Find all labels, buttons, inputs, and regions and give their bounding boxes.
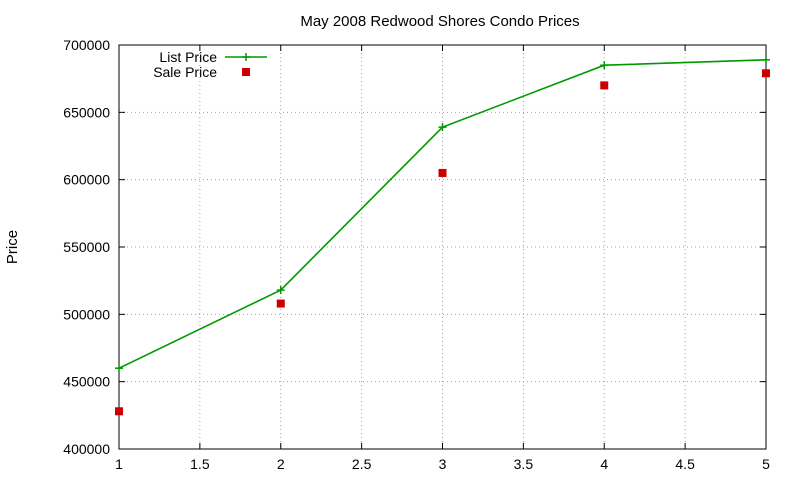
y-tick-label: 500000 (63, 306, 110, 322)
y-tick-label: 650000 (63, 104, 110, 120)
x-tick-label: 4.5 (675, 456, 695, 472)
chart-title: May 2008 Redwood Shores Condo Prices (300, 13, 579, 30)
data-point (276, 299, 285, 308)
legend-entry: List Price (159, 49, 267, 65)
data-point (438, 168, 447, 177)
y-tick-label: 400000 (63, 441, 110, 457)
series-list-price (115, 55, 770, 373)
y-tick-label: 700000 (63, 37, 110, 53)
y-tick-label: 550000 (63, 239, 110, 255)
x-tick-label: 3.5 (514, 456, 534, 472)
series-sale-price (115, 69, 770, 416)
data-series (115, 55, 770, 416)
axis-ticks: 1 1.5 2 2.5 3 3.5 4 4.5 5 400000 450000 500000 55000… (63, 37, 770, 472)
data-point (762, 69, 770, 78)
legend-entry: Sale Price (153, 64, 250, 80)
legend-label: Sale Price (153, 64, 217, 80)
data-point (600, 61, 609, 70)
x-tick-label: 1.5 (190, 456, 210, 472)
x-tick-label: 2.5 (352, 456, 372, 472)
x-tick-label: 4 (600, 456, 608, 472)
data-point (276, 286, 285, 295)
data-point (600, 81, 609, 90)
y-axis-label: Price (4, 230, 21, 264)
data-point (115, 364, 123, 373)
legend-marker (242, 68, 250, 76)
x-tick-label: 3 (439, 456, 447, 472)
y-tick-label: 600000 (63, 172, 110, 188)
y-tick-label: 450000 (63, 374, 110, 390)
data-point (762, 55, 770, 64)
legend-label: List Price (159, 49, 217, 65)
x-tick-label: 1 (115, 456, 123, 472)
grid-lines (119, 45, 766, 449)
data-point (115, 407, 123, 416)
x-tick-label: 2 (277, 456, 285, 472)
data-point (438, 123, 447, 132)
legend-marker (242, 53, 250, 61)
x-tick-label: 5 (762, 456, 770, 472)
